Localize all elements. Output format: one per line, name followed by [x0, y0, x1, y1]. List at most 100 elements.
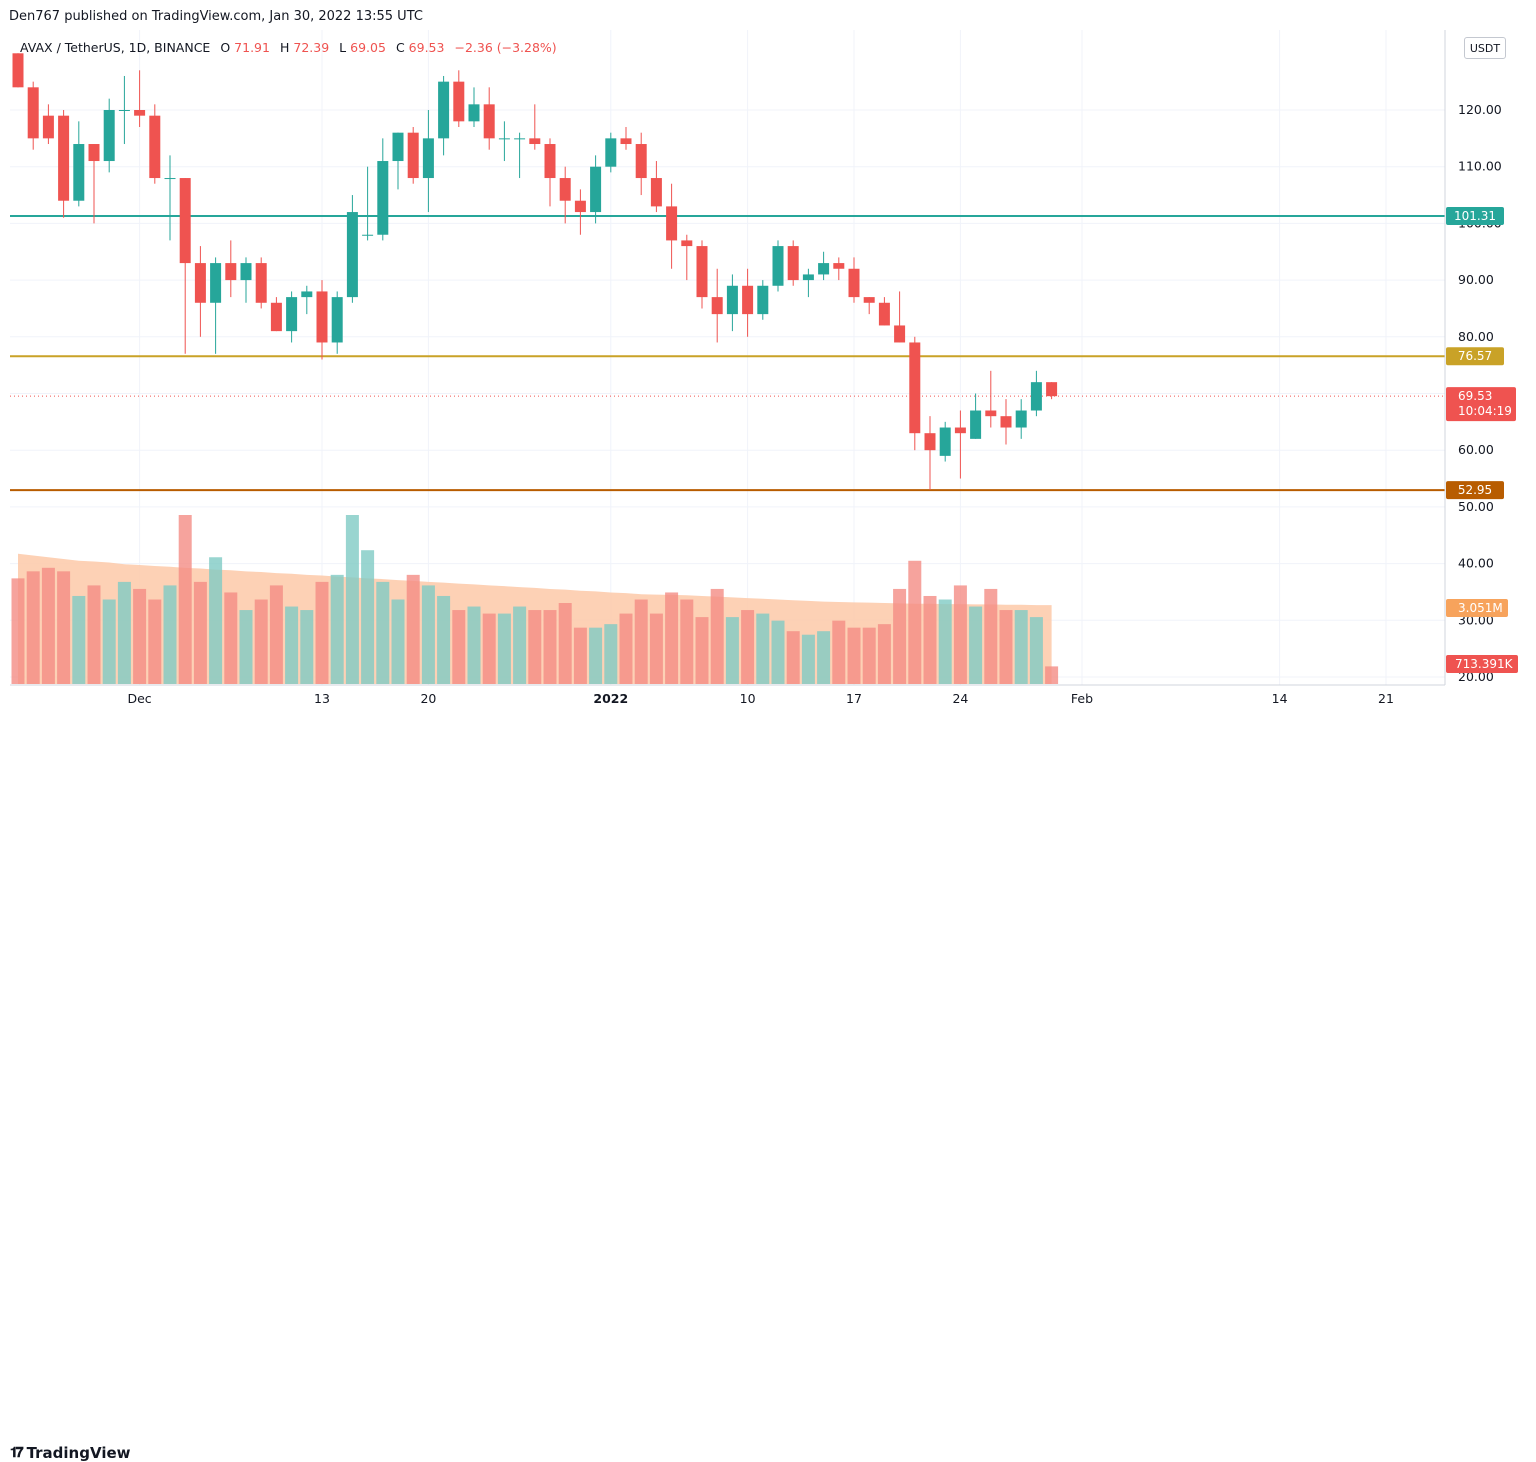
high-value: 72.39 [293, 40, 330, 55]
candle-body [240, 263, 252, 281]
candle-body [498, 138, 510, 140]
candle-body [225, 263, 237, 281]
candle-body [346, 212, 358, 298]
candle-body [483, 104, 495, 139]
volume-bar [452, 610, 466, 684]
price-chart[interactable]: 20.0030.0040.0050.0060.0070.0080.0090.00… [0, 0, 1536, 720]
volume-bar [604, 624, 618, 684]
candle-body [559, 178, 571, 201]
volume-bar [543, 610, 557, 684]
volume-bar [649, 613, 663, 684]
volume-bar [11, 578, 25, 684]
tradingview-logo[interactable]: 𝟏𝟕 TradingView [10, 1444, 131, 1462]
candle-body [529, 138, 541, 145]
candle-body [878, 302, 890, 326]
symbol-name[interactable]: AVAX / TetherUS, 1D, BINANCE [20, 40, 211, 55]
x-tick-label: Feb [1071, 691, 1093, 706]
candle-body [939, 427, 951, 456]
volume-bar [163, 585, 177, 684]
volume-bar [133, 588, 147, 684]
hline-price-tag: 52.95 [1458, 483, 1492, 497]
volume-bar [710, 588, 724, 684]
countdown-tag: 10:04:19 [1458, 404, 1512, 418]
candle-body [681, 240, 693, 247]
volume-bar [41, 567, 55, 684]
candle-body [605, 138, 617, 167]
candle-body [149, 115, 161, 179]
volume-bar [953, 585, 967, 684]
candle-body [58, 115, 70, 201]
volume-bar [285, 606, 299, 684]
volume-bar [1029, 617, 1043, 684]
candle-body [12, 53, 24, 88]
y-tick-label: 90.00 [1458, 272, 1494, 287]
volume-bar [893, 588, 907, 684]
volume-bar [209, 557, 223, 684]
volume-bar [680, 599, 694, 684]
volume-bar [224, 592, 238, 684]
volume-ma-tag: 3.051M [1458, 601, 1503, 615]
candle-body [27, 87, 39, 139]
candle-body [270, 302, 282, 332]
candle-body [392, 132, 404, 162]
candle-body [42, 115, 54, 139]
candle-body [1030, 382, 1042, 411]
volume-bar [984, 588, 998, 684]
x-tick-label: 2022 [593, 691, 628, 706]
volume-bar [482, 613, 496, 684]
candle-body [88, 144, 100, 162]
candle-body [970, 410, 982, 439]
x-tick-label: 13 [314, 691, 330, 706]
x-tick-label: Dec [127, 691, 151, 706]
volume-bar [665, 592, 679, 684]
candle-body [818, 263, 830, 275]
y-tick-label: 40.00 [1458, 556, 1494, 571]
volume-bar [634, 599, 648, 684]
volume-bar [193, 581, 207, 684]
hline-price-tag: 76.57 [1458, 349, 1492, 363]
candle-body [894, 325, 906, 343]
x-tick-label: 17 [846, 691, 862, 706]
candle-body [438, 81, 450, 139]
candle-body [210, 263, 222, 303]
last-price-tag: 69.53 [1458, 389, 1492, 403]
candle-body [422, 138, 434, 179]
volume-bar [72, 595, 86, 684]
volume-bar [178, 515, 192, 684]
candle-body [544, 144, 556, 179]
volume-bar [148, 599, 162, 684]
candle-body [407, 132, 419, 179]
volume-bar [437, 595, 451, 684]
volume-bar [619, 613, 633, 684]
candle-body [118, 110, 130, 111]
volume-bar [467, 606, 481, 684]
candle-body [742, 285, 754, 315]
volume-bar [573, 627, 587, 684]
y-tick-label: 120.00 [1458, 102, 1502, 117]
volume-bar [254, 599, 268, 684]
volume-bar [877, 624, 891, 684]
candles [12, 53, 1058, 490]
volume-bar [330, 574, 344, 684]
currency-unit-button[interactable]: USDT [1464, 37, 1506, 59]
volume-ma-tag-bg [1446, 599, 1508, 617]
volume-bar [725, 617, 739, 684]
volume-bar [771, 620, 785, 684]
volume-bar [528, 610, 542, 684]
candle-body [316, 291, 328, 343]
candle-body [377, 161, 389, 235]
candle-body [179, 178, 191, 264]
candle-body [696, 246, 708, 298]
volume-bar [391, 599, 405, 684]
candle-body [255, 263, 267, 303]
x-tick-label: 21 [1378, 691, 1394, 706]
y-tick-label: 110.00 [1458, 159, 1502, 174]
high-label: H [279, 40, 290, 55]
volume-bar [239, 610, 253, 684]
x-tick-label: 24 [952, 691, 968, 706]
hline-price-tag-bg [1446, 206, 1504, 225]
horizontal-lines[interactable] [10, 214, 1445, 492]
volume-bar [847, 627, 861, 684]
candle-body [848, 268, 860, 298]
